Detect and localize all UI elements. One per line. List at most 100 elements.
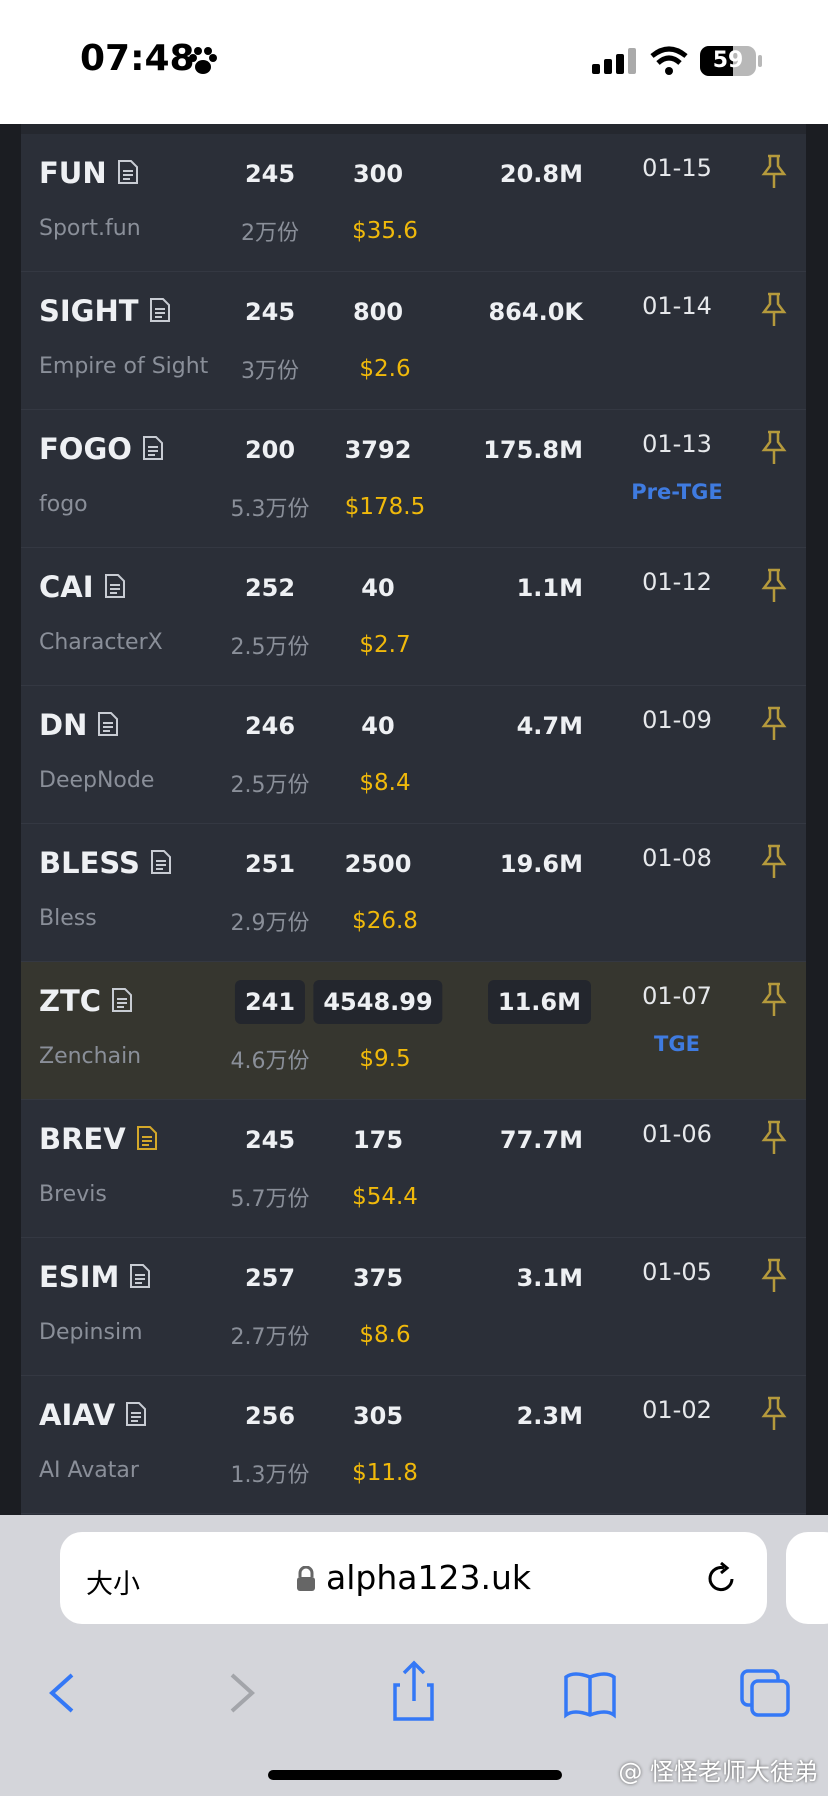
pin-button[interactable] [761,844,787,880]
date: 01-02 [642,1396,712,1424]
shares: 2万份 [241,221,299,246]
text-size-button[interactable]: 大小 [86,1569,140,1600]
table-row[interactable]: CAI CharacterX 252 2.5万份 40 $2.7 1.1M 01-12 [21,548,806,686]
doc-icon[interactable] [97,711,119,737]
price: $178.5 [344,494,426,520]
pin-button[interactable] [761,154,787,190]
volume: 3.1M [516,1264,583,1292]
amount: 800 [352,298,404,326]
amount: 2500 [344,850,412,878]
doc-icon[interactable] [150,849,172,875]
date: 01-06 [642,1120,712,1148]
pin-button[interactable] [761,1120,787,1156]
doc-icon[interactable] [104,573,126,599]
token-name: CharacterX [39,630,163,655]
token-name: Empire of Sight [39,354,209,379]
amount: 40 [361,574,395,602]
pin-button[interactable] [761,982,787,1018]
table-row[interactable]: FOGO fogo 200 5.3万份 3792 $178.5 175.8M 01-13 Pre… [21,410,806,548]
back-button[interactable] [49,1673,74,1713]
doc-icon[interactable] [136,1125,158,1151]
token-symbol: CAI [39,570,126,604]
token-name: Bless [39,906,97,931]
token-symbol: ESIM [39,1260,151,1294]
date: 01-14 [642,292,712,320]
symbol-text: SIGHT [39,294,139,328]
table-row[interactable]: ESIM Depinsim 257 2.7万份 375 $8.6 3.1M 01-05 [21,1238,806,1376]
share-button[interactable] [393,1660,434,1721]
date: 01-09 [642,706,712,734]
token-name: DeepNode [39,768,155,793]
shares: 2.5万份 [230,773,310,798]
symbol-text: DN [39,708,88,742]
doc-icon[interactable] [149,297,171,323]
symbol-text: FOGO [39,432,132,466]
pin-button[interactable] [761,1396,787,1432]
doc-icon[interactable] [125,1401,147,1427]
tabs-button[interactable] [740,1669,790,1717]
token-name: Brevis [39,1182,107,1207]
volume: 20.8M [499,160,583,188]
shares: 3万份 [241,359,299,384]
volume: 11.6M [487,980,591,1024]
table-row[interactable]: FUN Sport.fun 245 2万份 300 $35.6 20.8M 01-15 [21,134,806,272]
price: $9.5 [359,1046,411,1072]
table-row[interactable]: BREV Brevis 245 5.7万份 175 $54.4 77.7M 01-06 [21,1100,806,1238]
symbol-text: BLESS [39,846,140,880]
doc-icon[interactable] [129,1263,151,1289]
volume: 2.3M [516,1402,583,1430]
table-row[interactable]: AIAV AI Avatar 256 1.3万份 305 $11.8 2.3M 01-02 [21,1376,806,1514]
token-name: Depinsim [39,1320,143,1345]
pin-button[interactable] [761,568,787,604]
token-symbol: DN [39,708,119,742]
tag: TGE [654,1032,700,1056]
amount: 305 [352,1402,404,1430]
amount: 4548.99 [313,980,443,1024]
count: 246 [244,712,296,740]
url[interactable]: alpha123.uk [60,1558,767,1597]
price: $2.6 [359,356,411,382]
amount: 40 [361,712,395,740]
token-name: Sport.fun [39,216,141,241]
amount: 3792 [344,436,412,464]
symbol-text: FUN [39,156,107,190]
shares: 1.3万份 [230,1463,310,1488]
volume: 175.8M [483,436,583,464]
count: 257 [244,1264,296,1292]
price: $54.4 [352,1184,418,1210]
home-indicator [268,1770,562,1780]
pin-button[interactable] [761,430,787,466]
pin-button[interactable] [761,1258,787,1294]
reload-button[interactable] [704,1562,738,1596]
shares: 5.3万份 [230,497,310,522]
count: 245 [244,1126,296,1154]
symbol-text: ESIM [39,1260,120,1294]
token-name: Zenchain [39,1044,142,1069]
paw-icon [189,47,217,74]
doc-icon[interactable] [142,435,164,461]
pin-button[interactable] [761,706,787,742]
price: $26.8 [352,908,418,934]
symbol-text: ZTC [39,984,102,1018]
address-bar[interactable]: 大小 alpha123.uk [60,1532,767,1624]
status-bar: 07:48 59 [0,0,828,124]
price: $35.6 [352,218,418,244]
amount: 300 [352,160,404,188]
forward-button[interactable] [230,1673,255,1713]
bookmarks-button[interactable] [564,1672,616,1719]
doc-icon[interactable] [117,159,139,185]
doc-icon[interactable] [111,987,133,1013]
count: 200 [244,436,296,464]
table-row[interactable]: BLESS Bless 251 2.9万份 2500 $26.8 19.6M 01-08 [21,824,806,962]
volume: 19.6M [499,850,583,878]
next-tab[interactable] [786,1532,828,1624]
table-row[interactable]: SIGHT Empire of Sight 245 3万份 800 $2.6 864.0K 0… [21,272,806,410]
battery-cap [758,55,762,67]
url-text: alpha123.uk [326,1558,531,1597]
table-row[interactable]: ZTC Zenchain 241 4.6万份 4548.99 $9.5 11.6M 01-07… [21,962,806,1100]
pin-button[interactable] [761,292,787,328]
table-row[interactable]: DN DeepNode 246 2.5万份 40 $8.4 4.7M 01-09 [21,686,806,824]
shares: 5.7万份 [230,1187,310,1212]
volume: 4.7M [516,712,583,740]
